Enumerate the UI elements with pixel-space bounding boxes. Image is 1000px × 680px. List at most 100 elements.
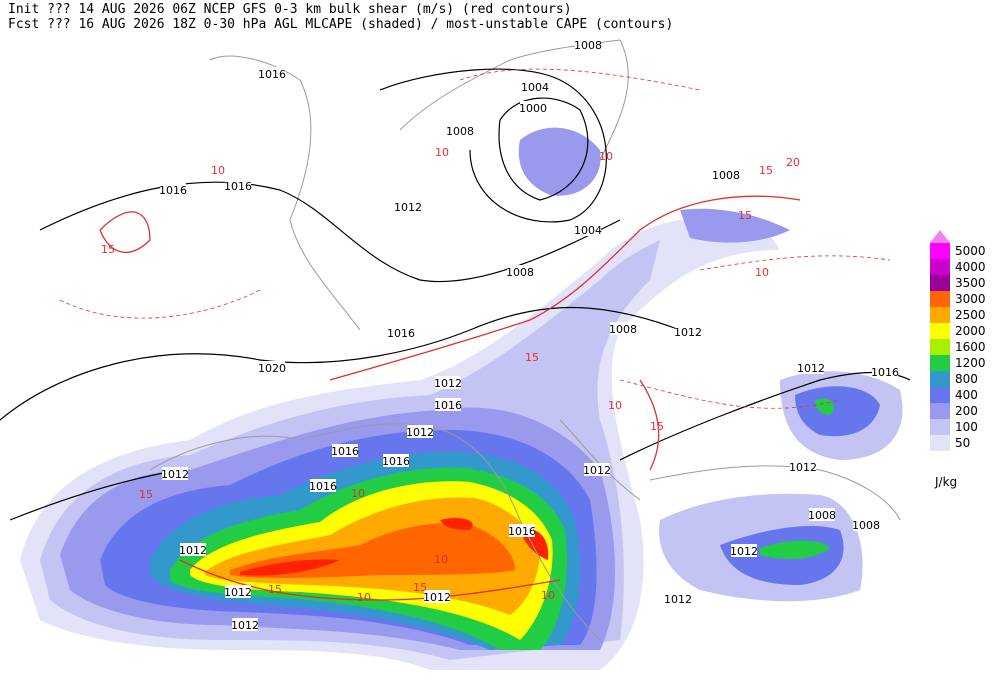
shear-label: 15 xyxy=(101,243,115,256)
legend-swatch xyxy=(930,435,950,451)
cape-east-400 xyxy=(720,386,880,585)
isobar-label-bg xyxy=(225,179,251,192)
shear-label: 10 xyxy=(351,487,365,500)
isobar-label: 1012 xyxy=(406,426,434,439)
isobar-label: 1012 xyxy=(674,326,702,339)
isobar-label: 1016 xyxy=(382,455,410,468)
legend-swatch xyxy=(930,259,950,275)
isobar-label: 1016 xyxy=(258,68,286,81)
isobar-label-bg xyxy=(424,590,450,603)
legend-arrow xyxy=(930,230,950,243)
isobar-label-bg xyxy=(310,479,336,492)
isobar-label-bg xyxy=(259,67,285,80)
isobar-label-bg xyxy=(180,543,206,556)
isobar-label-bg xyxy=(435,376,461,389)
isobar-label: 1012 xyxy=(179,544,207,557)
shear-contours xyxy=(99,195,801,601)
shear-label: 10 xyxy=(599,150,613,163)
shear-label: 15 xyxy=(268,583,282,596)
isobar-label-bg xyxy=(232,618,258,631)
legend-label: 400 xyxy=(955,388,978,402)
shear-label: 15 xyxy=(413,581,427,594)
isobar-label-bg xyxy=(675,325,701,338)
shear-label: 10 xyxy=(434,553,448,566)
legend-label: 2000 xyxy=(955,324,986,338)
legend-swatch xyxy=(930,291,950,307)
isobar-label: 1016 xyxy=(331,445,359,458)
isobar-label: 1016 xyxy=(508,525,536,538)
isobar-label-bg xyxy=(713,168,739,181)
isobar-label-bg xyxy=(225,585,251,598)
shear-label: 10 xyxy=(755,266,769,279)
shear-label: 10 xyxy=(211,164,225,177)
isobar-label: 1012 xyxy=(423,591,451,604)
isobar-label: 1016 xyxy=(224,180,252,193)
legend-swatch xyxy=(930,323,950,339)
legend-swatch xyxy=(930,307,950,323)
isobar-label-bg xyxy=(575,38,601,51)
isobar-label-bg xyxy=(584,463,610,476)
isobar-label: 1008 xyxy=(852,519,880,532)
isobar-label: 1012 xyxy=(434,377,462,390)
isobar-label: 1012 xyxy=(583,464,611,477)
isobar-label-bg xyxy=(509,524,535,537)
isobar-label: 1016 xyxy=(159,184,187,197)
shear-label: 15 xyxy=(650,420,664,433)
isobar-label: 1000 xyxy=(519,102,547,115)
isobar-label: 1012 xyxy=(394,201,422,214)
isobar-label: 1016 xyxy=(434,399,462,412)
cape-east-1200 xyxy=(760,398,835,560)
legend: 5000 4000 3500 3000 2500 2000 1600 1200 800 400 20… xyxy=(930,230,986,451)
shear-label: 15 xyxy=(738,209,752,222)
legend-swatch xyxy=(930,275,950,291)
isobar-label-bg xyxy=(522,80,548,93)
isobar-label-bg xyxy=(575,223,601,236)
shear-label: 15 xyxy=(139,488,153,501)
legend-label: 2500 xyxy=(955,308,986,322)
shear-label: 15 xyxy=(525,351,539,364)
legend-label: 50 xyxy=(955,436,970,450)
shear-label: 10 xyxy=(541,589,555,602)
header-line: Fcst ??? 16 AUG 2026 18Z 0-30 hPa AGL ML… xyxy=(8,17,673,32)
isobars xyxy=(0,68,911,521)
isobar-label-bg xyxy=(388,326,414,339)
isobar-label-bg xyxy=(809,508,835,521)
legend-label: 4000 xyxy=(955,260,986,274)
cape-red xyxy=(240,518,549,576)
isobar-label: 1008 xyxy=(574,39,602,52)
isobar-label: 1016 xyxy=(871,366,899,379)
cape-north xyxy=(518,127,790,243)
legend-swatch xyxy=(930,419,950,435)
legend-unit: J/kg xyxy=(934,475,957,489)
isobar-label: 1012 xyxy=(224,586,252,599)
isobar-label-bg xyxy=(162,467,188,480)
isobar-label-bg xyxy=(798,361,824,374)
legend-swatch xyxy=(930,355,950,371)
isobar-label: 1012 xyxy=(161,468,189,481)
shear-label: 10 xyxy=(435,146,449,159)
isobar-label-bg xyxy=(507,265,533,278)
contour-labels: 1016 1008 1004 1000 1008 1008 1016 1016 1012 1004… xyxy=(101,38,899,632)
isobar-label: 1016 xyxy=(387,327,415,340)
isobar-label-bg xyxy=(853,518,879,531)
isobar-label-bg xyxy=(383,454,409,467)
isobar-label: 1004 xyxy=(521,81,549,94)
isobar-label: 1020 xyxy=(258,362,286,375)
isobar-label-bg xyxy=(872,365,898,378)
isobar-label: 1008 xyxy=(446,125,474,138)
legend-swatch xyxy=(930,339,950,355)
isobar-label-bg xyxy=(665,592,691,605)
isobar-label-bg xyxy=(395,200,421,213)
shear-contours-dashed xyxy=(59,68,891,409)
legend-swatch xyxy=(930,371,950,387)
legend-swatch xyxy=(930,387,950,403)
isobar-label: 1012 xyxy=(789,461,817,474)
cape-shading xyxy=(20,127,903,671)
legend-label: 3500 xyxy=(955,276,986,290)
legend-label: 200 xyxy=(955,404,978,418)
isobar-label-bg xyxy=(407,425,433,438)
isobar-label: 1016 xyxy=(309,480,337,493)
legend-label: 1600 xyxy=(955,340,986,354)
shear-label: 15 xyxy=(759,164,773,177)
